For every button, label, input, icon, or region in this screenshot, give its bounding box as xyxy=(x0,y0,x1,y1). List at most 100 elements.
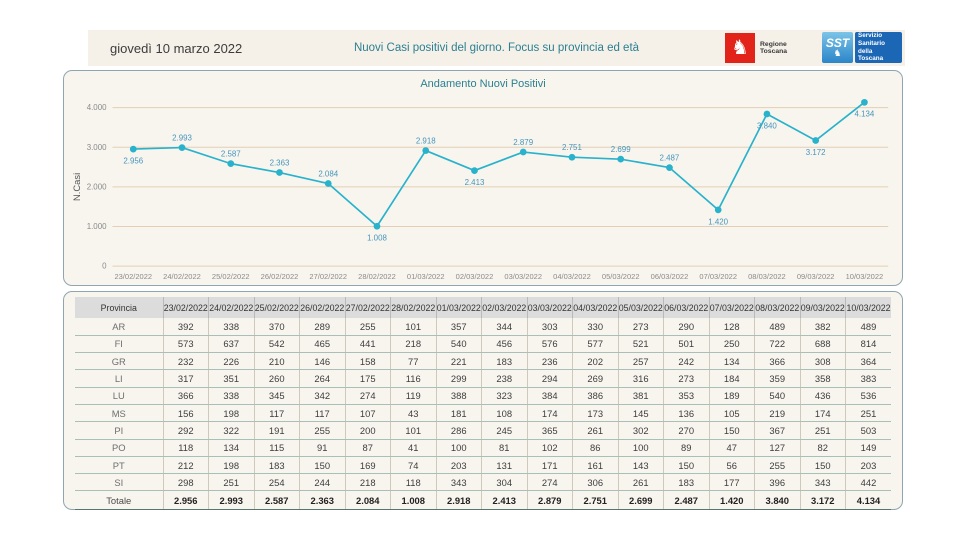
table-cell: 255 xyxy=(299,421,345,440)
table-cell: 117 xyxy=(299,404,345,423)
table-cell: 289 xyxy=(299,318,345,336)
table-cell: 540 xyxy=(435,335,482,354)
data-point[interactable] xyxy=(714,206,722,214)
table-cell: 236 xyxy=(526,352,573,371)
data-point[interactable] xyxy=(471,167,478,174)
table-cell: 150 xyxy=(799,456,846,475)
table-cell: 3.172 xyxy=(799,490,846,511)
logos: ♞ Regione Toscana SST ♞ Servizio Sanitar… xyxy=(725,32,902,63)
table-cell: 134 xyxy=(708,352,755,371)
data-point[interactable] xyxy=(129,145,137,153)
data-point[interactable] xyxy=(276,169,283,176)
row-label: Totale xyxy=(75,490,163,511)
table-cell: 299 xyxy=(435,369,482,388)
table-cell: 303 xyxy=(526,318,573,336)
table-cell: 189 xyxy=(708,387,755,405)
table-cell: 198 xyxy=(208,404,254,423)
data-point[interactable] xyxy=(373,222,381,230)
table-cell: 145 xyxy=(617,404,664,423)
table-cell: 149 xyxy=(845,439,891,457)
table-panel: Provincia 23/02/2022 24/02/2022 25/02/2022 2… xyxy=(63,291,903,511)
table-cell: 2.363 xyxy=(299,490,345,511)
table-cell: 219 xyxy=(754,404,800,423)
data-point[interactable] xyxy=(617,155,625,163)
row-label: LI xyxy=(75,369,163,388)
table-cell: 203 xyxy=(435,456,482,475)
table-cell: 173 xyxy=(572,404,618,423)
table-cell: 273 xyxy=(663,369,709,388)
table-cell: 116 xyxy=(390,369,436,388)
table-cell: 203 xyxy=(845,456,891,475)
data-point[interactable] xyxy=(861,98,868,106)
data-label: 2.751 xyxy=(562,143,582,152)
table-cell: 381 xyxy=(617,387,664,405)
table-cell: 316 xyxy=(617,369,664,388)
table-cell: 74 xyxy=(390,456,436,475)
table-cell: 2.918 xyxy=(435,490,482,511)
row-label: AR xyxy=(75,318,163,336)
data-label: 2.993 xyxy=(172,134,192,143)
line-chart: 0 1.000 2.000 3.000 4.000 N.Casi 23/02/2022 24/… xyxy=(64,71,902,285)
column-header: 09/03/2022 xyxy=(799,297,846,318)
table-cell: 118 xyxy=(390,473,436,492)
table-cell: 294 xyxy=(526,369,573,388)
table-cell: 245 xyxy=(481,421,527,440)
table-cell: 576 xyxy=(526,335,573,354)
table-cell: 128 xyxy=(708,318,755,336)
table-row: FI 573 637 542 465 441 218 540 456 576 577 521 501 25… xyxy=(75,335,891,354)
data-label: 3.172 xyxy=(806,148,826,157)
data-label: 2.918 xyxy=(416,137,436,146)
table-cell: 212 xyxy=(162,456,209,475)
data-label: 2.084 xyxy=(318,170,338,179)
table-cell: 56 xyxy=(708,456,755,475)
data-point[interactable] xyxy=(324,180,332,187)
x-tick-label: 04/03/2022 xyxy=(553,272,591,281)
table-cell: 181 xyxy=(435,404,482,423)
table-cell: 383 xyxy=(845,369,891,388)
data-label: 4.134 xyxy=(855,110,875,119)
data-label: 2.699 xyxy=(611,145,631,154)
row-label: MS xyxy=(75,404,163,423)
data-point[interactable] xyxy=(519,148,527,156)
table-cell: 136 xyxy=(663,404,709,423)
table-cell: 161 xyxy=(572,456,618,475)
data-point[interactable] xyxy=(763,110,771,118)
line-chart-svg: 0 1.000 2.000 3.000 4.000 N.Casi 23/02/2022 24/… xyxy=(71,98,889,281)
table-cell: 286 xyxy=(435,421,482,440)
table-cell: 274 xyxy=(526,473,573,492)
table-cell: 436 xyxy=(799,387,846,405)
table-cell: 2.993 xyxy=(208,490,254,511)
data-point[interactable] xyxy=(812,137,820,144)
data-label: 1.008 xyxy=(367,234,387,243)
table-cell: 688 xyxy=(799,335,846,354)
data-point[interactable] xyxy=(568,153,576,161)
table-cell: 131 xyxy=(481,456,527,475)
table-cell: 353 xyxy=(663,387,709,405)
y-axis-title: N.Casi xyxy=(71,173,82,201)
table-cell: 366 xyxy=(162,387,209,405)
data-point[interactable] xyxy=(178,144,186,151)
table-cell: 338 xyxy=(208,387,254,405)
x-tick-label: 28/02/2022 xyxy=(358,272,396,281)
table-cell: 41 xyxy=(390,439,436,457)
table-row: PI 292 322 191 255 200 101 286 245 365 261 302 270 15… xyxy=(75,421,891,440)
table-cell: 127 xyxy=(754,439,800,457)
table-cell: 251 xyxy=(208,473,254,492)
table-cell: 218 xyxy=(344,473,391,492)
data-point[interactable] xyxy=(227,160,235,168)
column-header: 07/03/2022 xyxy=(708,297,755,318)
data-point[interactable] xyxy=(666,164,673,171)
table-cell: 1.420 xyxy=(708,490,755,511)
table-cell: 274 xyxy=(344,387,391,405)
x-tick-label: 07/03/2022 xyxy=(699,272,737,281)
table-cell: 171 xyxy=(526,456,573,475)
province-table: Provincia 23/02/2022 24/02/2022 25/02/2022 2… xyxy=(75,297,891,511)
table-cell: 503 xyxy=(845,421,891,440)
table-cell: 210 xyxy=(253,352,300,371)
row-label: GR xyxy=(75,352,163,371)
data-point[interactable] xyxy=(422,147,430,154)
table-cell: 117 xyxy=(253,404,300,423)
column-header: 06/03/2022 xyxy=(663,297,709,318)
column-header: 08/03/2022 xyxy=(754,297,800,318)
table-cell: 722 xyxy=(754,335,800,354)
